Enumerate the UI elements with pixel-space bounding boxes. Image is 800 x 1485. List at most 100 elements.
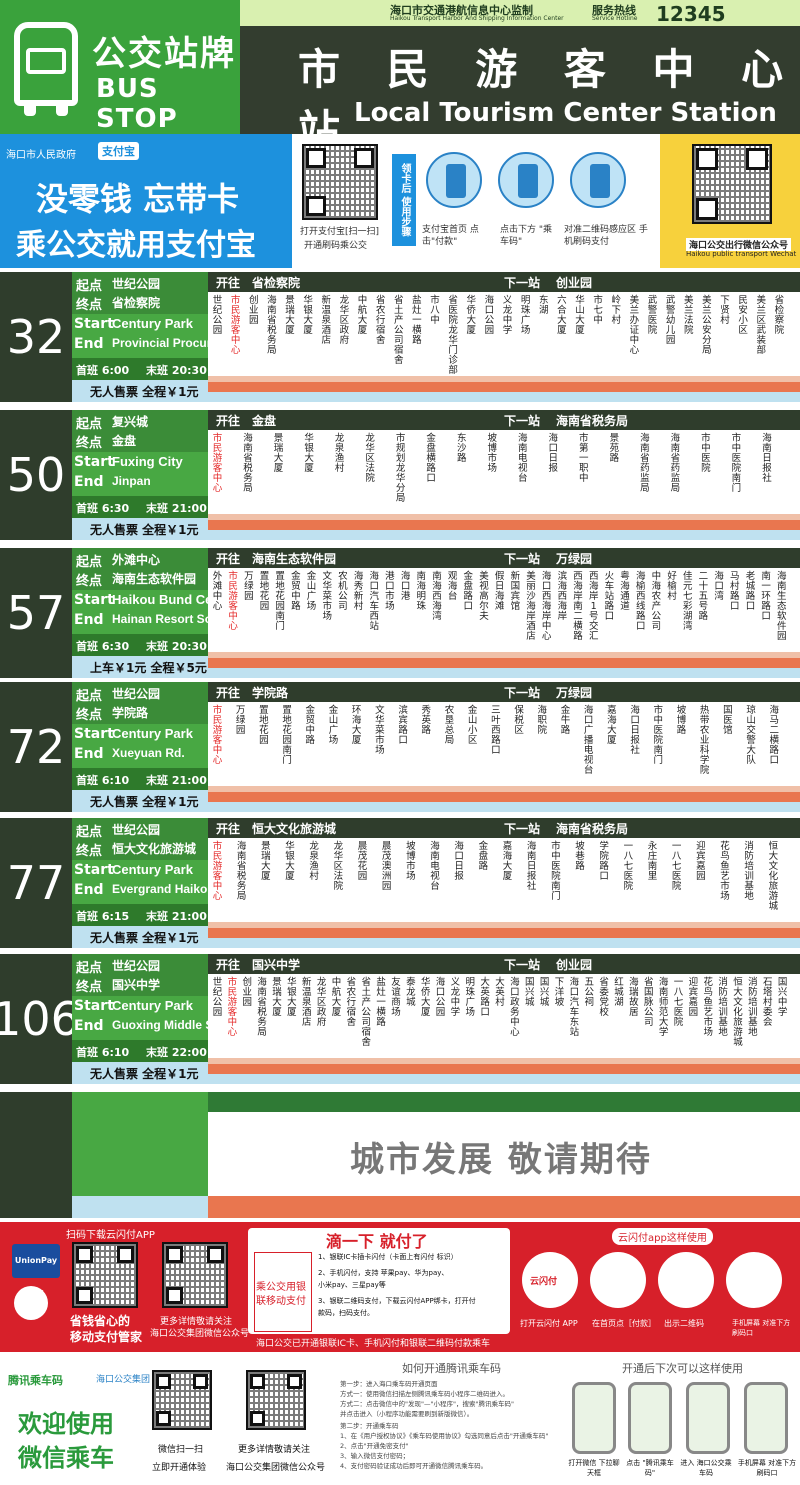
last-bus: 末班 21:00: [146, 774, 207, 787]
up-app-qr[interactable]: [72, 1242, 138, 1308]
stop-name: 下洋坡: [554, 977, 565, 1008]
tc-welcome2: 微信乘车: [18, 1444, 114, 1472]
next-label: 下一站: [504, 552, 541, 566]
toward-stop: 学院路: [252, 686, 289, 700]
tc-way2: 方式二：点击微信中的"发现"—"小程序"，搜索"腾讯乘车码": [340, 1400, 514, 1408]
tc-step1: 第一步：进入海口乘车码开通页面: [340, 1380, 438, 1388]
stop-name: 省土产公司宿舍: [361, 977, 371, 1048]
stop-name: 国兴城: [539, 977, 550, 1008]
stop-name: 海南电视台: [517, 433, 528, 484]
empty-info-bottom: [72, 1196, 208, 1218]
toward-label: 开往: [216, 414, 241, 428]
header: 公交站牌 BUS STOP 海口市交通港航信息中心监制 Haikou Trans…: [0, 0, 800, 155]
qr-caption1: 打开支付宝[扫一扫]: [300, 227, 380, 237]
route-info: 起点 世纪公园 终点 省检察院 Start Century Park End Provinci…: [72, 272, 251, 402]
current-stop: 市民游客中心: [212, 433, 223, 494]
up-step4-icon: [726, 1252, 782, 1308]
last-bus: 末班 22:00: [146, 1046, 207, 1059]
station-cn: 市 民 游 客 中 心 站: [298, 45, 800, 155]
stop-name: 海职院: [537, 705, 548, 736]
stop-name: 创业园: [242, 977, 252, 1008]
route-info: 起点 复兴城 终点 金盘 Start Fuxing City End Jinpan 首班 6:3…: [72, 410, 208, 540]
toward-label: 开往: [216, 686, 241, 700]
up-slogan2: 移动支付管家: [70, 1330, 143, 1344]
stop-name: 一八七医院: [671, 841, 682, 892]
monitor-bar: 海口市交通港航信息中心监制 Haikou Transport Harbor An…: [240, 0, 800, 26]
stop-name: 华银大厦: [285, 841, 295, 882]
stop-name: 省检察院: [774, 295, 785, 336]
wechat-qr-code[interactable]: [692, 144, 772, 224]
stop-name: 义龙中学: [450, 977, 461, 1018]
stop-name: 西海岸1号交汇: [588, 571, 599, 642]
stop-name: 马村路口: [730, 571, 740, 612]
next-stop: 海南省税务局: [556, 822, 629, 836]
tc-phone2-icon: [628, 1382, 672, 1454]
tc-scan-qr[interactable]: [152, 1370, 212, 1430]
start-en-label: Start: [74, 454, 114, 470]
stop-name: 金盘路: [478, 841, 489, 872]
stop-name: 海南省税务局: [257, 977, 267, 1038]
stop-name: 明珠广场: [520, 295, 531, 336]
unionpay-logo: UnionPay 银联: [12, 1244, 60, 1299]
stop-name: 海口日报: [548, 433, 559, 474]
step3-phone-icon: [570, 152, 626, 208]
stop-name: 海南省药监局: [670, 433, 681, 494]
fare: 无人售票 全程￥1元: [90, 523, 199, 537]
stop-name: 假日海滩: [494, 571, 505, 612]
start-en: Century Park: [112, 316, 193, 331]
start-stop: 世纪公园: [112, 277, 161, 291]
stop-name: 新温泉酒店: [321, 295, 331, 346]
tc-follow2: 海口公交集团微信公众号: [226, 1463, 326, 1473]
start-en: Century Park: [112, 998, 193, 1013]
stop-name: 红城湖: [614, 977, 624, 1008]
stop-name: 海口公园: [435, 977, 446, 1018]
stop-name: 华银大厦: [304, 433, 314, 474]
start-stop: 世纪公园: [112, 687, 161, 701]
end-en: Hainan Resort Software Community: [112, 612, 317, 626]
tc-u1: 打开微信 下拉聊天框: [568, 1459, 620, 1477]
unionpay-ad: 扫码下载云闪付APP UnionPay 银联 省钱省心的 移动支付管家 更多详情…: [0, 1222, 800, 1352]
stop-name: 西海岸南二横路: [573, 571, 583, 642]
stop-name: 农垦总局: [444, 705, 455, 746]
stop-name: 东湖: [538, 295, 549, 316]
stop-name: 海秀新村: [353, 571, 364, 612]
stop-name: 金山广场: [328, 705, 339, 746]
fare: 无人售票 全程￥1元: [90, 385, 199, 399]
end-en-label: End: [74, 746, 104, 762]
route-panel-32: 32 起点 世纪公园 终点 省检察院 Start Century Park End Provin…: [0, 272, 800, 402]
tc-u4: 手机屏幕 对准下方刷码口: [737, 1459, 797, 1477]
end-label: 终点: [76, 574, 103, 589]
stop-name: 金山广场: [306, 571, 317, 612]
toward-stop: 海南生态软件园: [252, 552, 337, 566]
stop-name: 龙华区法院: [333, 841, 344, 892]
stop-name: 景瑞大厦: [261, 841, 271, 882]
stop-name: 海南日报社: [526, 841, 537, 892]
toward-stop: 国兴中学: [252, 958, 301, 972]
stop-name: 国兴城: [525, 977, 535, 1008]
up-wechat-qr[interactable]: [162, 1242, 228, 1308]
stop-name: 大英路口: [480, 977, 490, 1018]
tc-after: 开通后下次可以这样使用: [622, 1362, 743, 1375]
tc-wechat-qr[interactable]: [246, 1370, 306, 1430]
stop-name: 龙华区法院: [365, 433, 375, 484]
stop-name: 市第一职中: [579, 433, 589, 484]
stop-name: 龙华区政府: [339, 295, 350, 346]
alipay-qr-code[interactable]: [302, 144, 378, 220]
stop-name: 新国宾馆: [510, 571, 521, 612]
next-label: 下一站: [504, 276, 541, 290]
stop-name: 晨茂澳洲园: [381, 841, 392, 892]
stop-name: 创业园: [248, 295, 259, 326]
stop-name: 大英村: [495, 977, 505, 1008]
stop-name: 农机公司: [338, 571, 348, 612]
tc-phone4-icon: [744, 1382, 788, 1454]
stop-name: 华银大厦: [287, 977, 297, 1018]
stop-name: 港口市场: [385, 571, 395, 612]
stop-name: 海南省税务局: [267, 295, 277, 356]
last-bus: 末班 20:30: [146, 364, 207, 377]
end-label: 终点: [76, 980, 103, 995]
end-label: 终点: [76, 298, 103, 313]
tc-u2: 点击 "腾讯乘车码": [626, 1459, 674, 1477]
stop-name: 南海西海湾: [432, 571, 442, 622]
stop-name: 海瑞故居: [629, 977, 639, 1018]
alipay-banner: 海口市人民政府 支付宝 没零钱 忘带卡 乘公交就用支付宝: [0, 134, 292, 268]
